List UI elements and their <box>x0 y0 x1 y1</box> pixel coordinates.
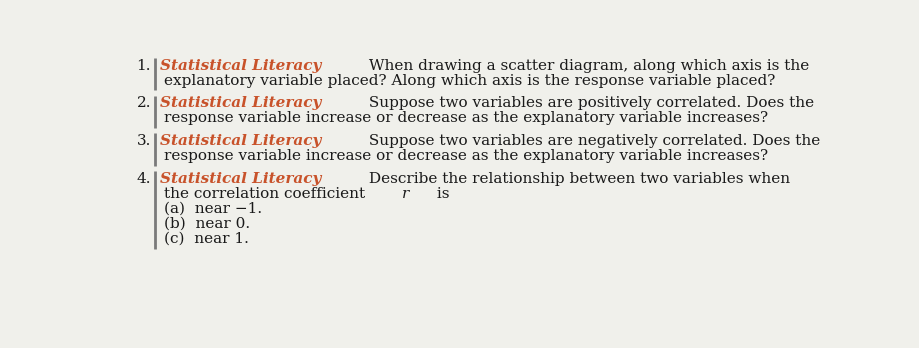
Text: (c)  near 1.: (c) near 1. <box>165 232 249 246</box>
Text: the correlation coefficient: the correlation coefficient <box>165 187 370 201</box>
Text: Statistical Literacy: Statistical Literacy <box>160 134 322 148</box>
Text: Statistical Literacy: Statistical Literacy <box>160 172 322 186</box>
Text: Describe the relationship between two variables when: Describe the relationship between two va… <box>364 172 790 186</box>
Text: Suppose two variables are positively correlated. Does the: Suppose two variables are positively cor… <box>364 96 814 110</box>
Text: 1.: 1. <box>137 59 151 73</box>
Text: When drawing a scatter diagram, along which axis is the: When drawing a scatter diagram, along wh… <box>364 59 809 73</box>
Text: Statistical Literacy: Statistical Literacy <box>160 96 322 110</box>
Text: 4.: 4. <box>137 172 151 186</box>
Text: (b)  near 0.: (b) near 0. <box>165 217 251 231</box>
Text: (a)  near −1.: (a) near −1. <box>165 202 263 216</box>
Text: response variable increase or decrease as the explanatory variable increases?: response variable increase or decrease a… <box>165 111 768 125</box>
Text: explanatory variable placed? Along which axis is the response variable placed?: explanatory variable placed? Along which… <box>165 74 776 88</box>
Text: 3.: 3. <box>137 134 151 148</box>
Text: 2.: 2. <box>137 96 151 110</box>
Text: Suppose two variables are negatively correlated. Does the: Suppose two variables are negatively cor… <box>364 134 820 148</box>
Text: r: r <box>402 187 409 201</box>
Text: is: is <box>432 187 449 201</box>
Text: Statistical Literacy: Statistical Literacy <box>160 59 322 73</box>
Text: response variable increase or decrease as the explanatory variable increases?: response variable increase or decrease a… <box>165 149 768 163</box>
